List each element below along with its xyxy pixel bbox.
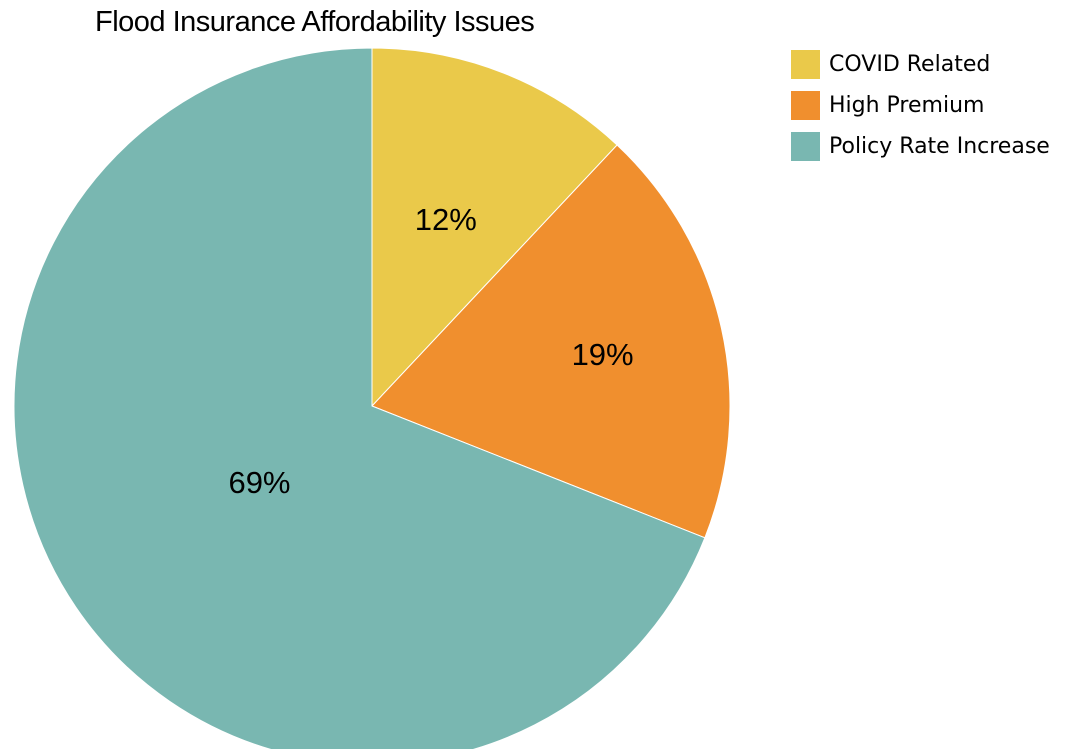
pie-slice-covid-related — [371, 47, 618, 408]
data-label-high-premium: 19% — [572, 337, 634, 372]
legend-item-covid-related: COVID Related — [791, 44, 1050, 85]
legend-swatch — [791, 132, 820, 161]
legend-item-high-premium: High Premium — [791, 85, 1050, 126]
data-label-covid-related: 12% — [415, 202, 477, 237]
legend-item-policy-rate-increase: Policy Rate Increase — [791, 126, 1050, 167]
chart-legend: COVID Related High Premium Policy Rate I… — [791, 44, 1050, 167]
data-label-policy-rate-increase: 69% — [228, 465, 290, 500]
pie-slice-policy-rate-increase — [13, 47, 706, 749]
legend-swatch — [791, 50, 820, 79]
pie-data-labels: 12% 19% 69% — [228, 202, 633, 500]
legend-label: Policy Rate Increase — [829, 134, 1050, 159]
pie-slices — [13, 47, 731, 749]
legend-swatch — [791, 91, 820, 120]
legend-label: COVID Related — [829, 52, 991, 77]
chart-title: Flood Insurance Affordability Issues — [95, 6, 535, 38]
legend-label: High Premium — [829, 93, 985, 118]
pie-slice-high-premium — [371, 144, 731, 539]
